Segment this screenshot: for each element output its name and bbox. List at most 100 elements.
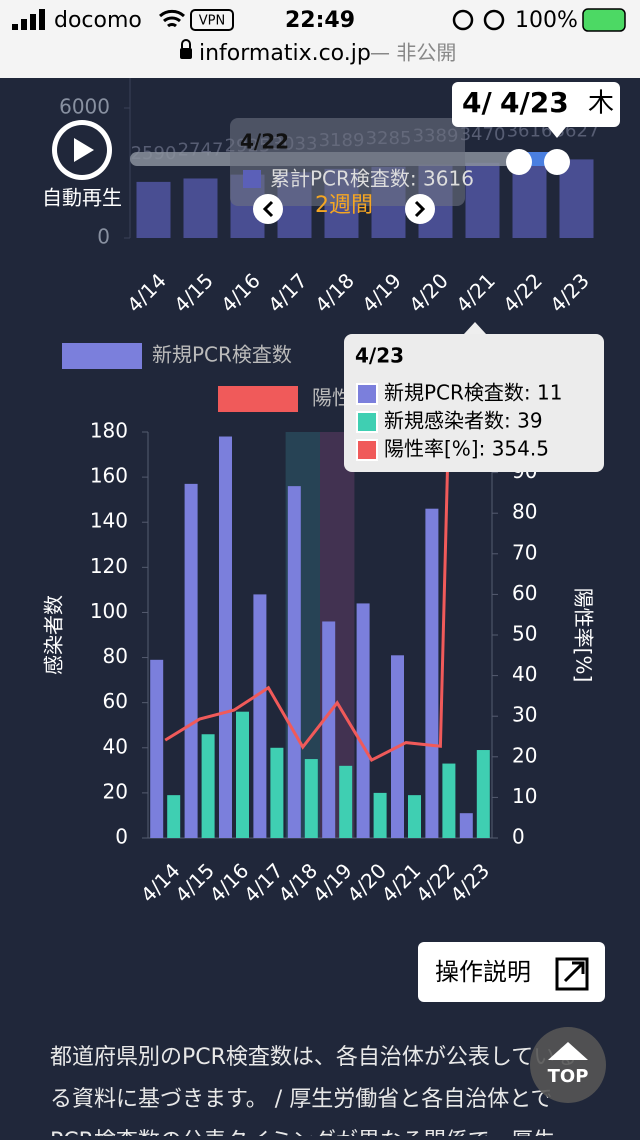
y-tick-label: 60	[103, 689, 128, 713]
tooltip-swatch	[356, 439, 378, 461]
y2-tick-label: 0	[512, 825, 525, 849]
bar	[201, 734, 215, 838]
signal	[12, 9, 45, 30]
top-arrow	[548, 1042, 588, 1060]
rate-line	[164, 432, 450, 763]
x-tick-label: 4/19	[357, 268, 406, 317]
next-button[interactable]	[405, 194, 435, 224]
bar	[136, 181, 171, 238]
x-tick-label: 4/18	[310, 268, 359, 317]
legend-swatch	[62, 343, 142, 369]
lock	[180, 48, 192, 59]
date-back: 4/	[462, 86, 492, 119]
bar	[373, 792, 387, 838]
y2-tick-label: 80	[512, 500, 537, 524]
url: informatix.co.jp	[199, 41, 371, 66]
bar	[253, 594, 267, 838]
x-tick-label: 4/14	[122, 268, 171, 317]
tooltip-item: 陽性率[%]: 354.5	[384, 437, 549, 461]
autoplay-label: 自動再生	[42, 186, 122, 210]
bar	[465, 162, 500, 238]
external-arrow	[563, 961, 585, 983]
vpn-badge	[190, 9, 234, 31]
top-tooltip	[230, 118, 465, 206]
bar	[442, 763, 456, 838]
wifi-icon	[159, 9, 185, 28]
browser-bar	[0, 0, 640, 78]
carrier: docomo	[54, 8, 142, 33]
slider-knob[interactable]	[506, 149, 532, 175]
y-tick-label: 6000	[59, 95, 110, 119]
x-tick-label: 4/16	[216, 268, 265, 317]
battery-text: 100%	[515, 8, 578, 33]
y-tick-label: 100	[90, 599, 128, 623]
date-bubble	[492, 82, 620, 127]
x-tick-label: 4/23	[545, 268, 594, 317]
tooltip	[344, 334, 604, 472]
tooltip-item: 新規PCR検査数: 11	[384, 381, 562, 405]
next-icon	[414, 200, 426, 218]
top-label: TOP	[548, 1066, 589, 1087]
date-pointer	[548, 127, 566, 138]
bar	[408, 795, 421, 838]
y-tick-label: 40	[103, 734, 128, 758]
x-tick-label: 4/23	[445, 858, 494, 907]
slider-knob[interactable]	[544, 149, 570, 175]
x-tick-label: 4/22	[498, 268, 547, 317]
y2-axis-label: 陽性率[%]	[572, 588, 596, 683]
prev-icon	[262, 200, 274, 218]
legend-swatch	[218, 386, 298, 412]
y-tick-label: 0	[115, 825, 128, 849]
note-line: 都道府県別のPCR検査数は、各自治体が公表している	[50, 1045, 577, 1070]
y2-tick-label: 40	[512, 662, 537, 686]
bar	[559, 159, 594, 238]
url-suffix: — 非公開	[370, 41, 456, 65]
bar	[236, 711, 249, 838]
y-tick-label: 80	[103, 644, 128, 668]
bar	[150, 659, 164, 838]
tooltip-items: 新規PCR検査数: 11 新規感染者数: 39 陽性率[%]: 354.5	[356, 381, 562, 461]
time: 22:49	[285, 8, 355, 33]
tooltip-swatch	[356, 383, 378, 405]
alarm	[483, 9, 505, 31]
y2-tick-label: 30	[512, 703, 537, 727]
y2-tick-label: 60	[512, 581, 537, 605]
y-tick-label: 20	[103, 779, 128, 803]
range-label: 2週間	[315, 193, 373, 218]
top-button[interactable]	[530, 1027, 606, 1103]
weekday: 木	[588, 89, 614, 119]
x-tick-label: 4/17	[263, 268, 312, 317]
external-icon	[555, 957, 589, 991]
battery	[582, 8, 626, 32]
y2-tick-label: 50	[512, 622, 537, 646]
y2-tick-label: 10	[512, 784, 537, 808]
lock-shackle	[181, 39, 191, 48]
bar	[183, 178, 218, 238]
top-tooltip-title: 4/22	[240, 130, 289, 154]
note-line: PCR検査数の公表タイミングが異なる関係で、厚生	[50, 1129, 555, 1136]
prev-button[interactable]	[253, 194, 283, 224]
play-icon	[74, 138, 94, 162]
tooltip-pointer	[464, 322, 486, 334]
bar	[219, 436, 232, 838]
y-tick-label: 140	[90, 509, 128, 533]
bar	[459, 813, 473, 838]
data-label: 3470	[460, 124, 506, 145]
y-tick-label: 120	[90, 554, 128, 578]
y2-tick-label: 70	[512, 540, 537, 564]
bar	[304, 759, 318, 838]
top-tooltip-swatch	[243, 170, 261, 188]
note-line: る資料に基づきます。 / 厚生労働省と各自治体とで	[50, 1087, 553, 1112]
legend-label: 新規PCR検査数	[152, 343, 292, 367]
help-label: 操作説明	[435, 958, 531, 986]
x-tick-label: 4/20	[404, 268, 453, 317]
y-tick-label: 180	[90, 419, 128, 443]
bar	[339, 765, 353, 838]
bar	[167, 795, 181, 838]
tooltip-title: 4/23	[355, 344, 404, 368]
date: 4/23	[500, 86, 569, 119]
y-axis-label: 感染者数	[42, 595, 66, 675]
